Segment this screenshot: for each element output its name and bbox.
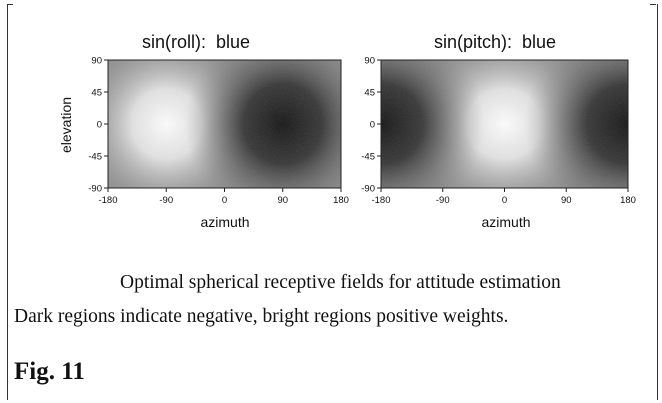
figure-charts: sin(roll): blue elevation azimuth -180 -9… bbox=[58, 32, 636, 230]
pitch-y-tick-label: -45 bbox=[361, 152, 375, 163]
pitch-y-tick-label: -90 bbox=[361, 184, 375, 195]
pitch-y-tick-label: 0 bbox=[370, 120, 375, 131]
pitch-heatmap-field bbox=[381, 60, 628, 188]
roll-x-tick-label: -180 bbox=[98, 195, 117, 206]
roll-x-axis-label: azimuth bbox=[200, 214, 249, 230]
caption-line-2: Dark regions indicate negative, bright r… bbox=[14, 306, 509, 327]
roll-panel-title: sin(roll): blue bbox=[142, 32, 250, 52]
roll-y-axis-label: elevation bbox=[58, 97, 74, 153]
pitch-x-tick-label: -90 bbox=[436, 195, 450, 206]
roll-y-tick-label: 90 bbox=[91, 56, 102, 67]
pitch-x-axis-label: azimuth bbox=[481, 214, 530, 230]
roll-heatmap bbox=[107, 59, 342, 189]
pitch-x-tick-label: -180 bbox=[371, 195, 390, 206]
frame-corner-left bbox=[7, 4, 13, 5]
pitch-y-tick-label: 45 bbox=[364, 88, 375, 99]
roll-panel: sin(roll): blue elevation azimuth -180 -9… bbox=[58, 32, 349, 230]
frame-corner-right bbox=[650, 4, 656, 5]
pitch-panel-title: sin(pitch): blue bbox=[434, 32, 556, 52]
figure-label: Fig. 11 bbox=[14, 358, 85, 385]
roll-heatmap-field bbox=[108, 60, 341, 188]
pitch-x-tick-label: 0 bbox=[502, 195, 507, 206]
roll-y-tick-label: -45 bbox=[88, 152, 102, 163]
pitch-x-tick-label: 180 bbox=[620, 195, 636, 206]
pitch-x-tick-label: 90 bbox=[561, 195, 572, 206]
pitch-panel: sin(pitch): blue azimuth -180 -90 0 90 18090… bbox=[361, 32, 636, 230]
pitch-heatmap bbox=[380, 59, 629, 189]
roll-y-tick-label: -90 bbox=[88, 184, 102, 195]
pitch-heatmap-grain bbox=[381, 60, 628, 188]
roll-y-tick-label: 0 bbox=[97, 120, 102, 131]
roll-x-tick-label: -90 bbox=[159, 195, 173, 206]
caption-line-1: Optimal spherical receptive fields for a… bbox=[120, 272, 561, 293]
figure-frame bbox=[7, 4, 658, 400]
roll-x-tick-label: 0 bbox=[222, 195, 227, 206]
pitch-y-tick-label: 90 bbox=[364, 56, 375, 67]
roll-heatmap-grain bbox=[108, 60, 341, 188]
roll-y-tick-label: 45 bbox=[91, 88, 102, 99]
roll-x-tick-label: 180 bbox=[333, 195, 349, 206]
roll-x-tick-label: 90 bbox=[277, 195, 288, 206]
